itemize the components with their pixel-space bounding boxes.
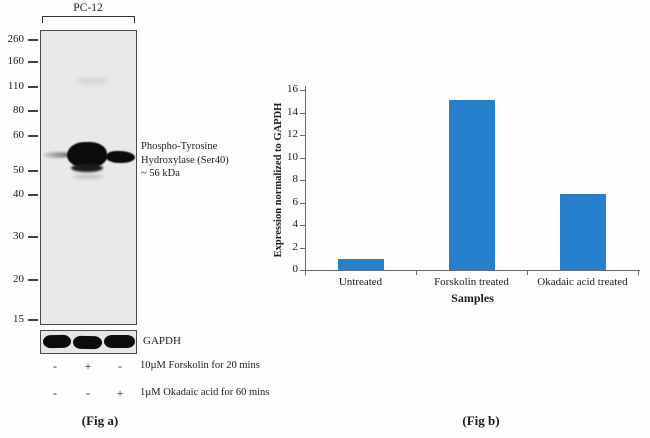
mw-marker-label-15: 15 [13, 313, 24, 325]
treatment-sign-row1-lane1: - [53, 359, 57, 373]
nonspecific-smudge-band [76, 78, 109, 84]
bar-0 [337, 258, 384, 271]
x-tick-1 [416, 271, 417, 275]
y-tick-label-8: 8 [292, 173, 299, 185]
fig-a-caption: (Fig a) [81, 413, 119, 428]
mw-marker-label-40: 40 [13, 188, 24, 200]
mw-marker-tick-15 [28, 319, 38, 321]
band-lane1-faint [42, 152, 71, 158]
y-tick-6 [300, 202, 305, 204]
mw-marker-tick-60 [28, 135, 38, 137]
gapdh-label: GAPDH [143, 335, 181, 347]
treatment-sign-row1-lane3: - [118, 359, 122, 373]
target-protein-label-line1: Phospho-Tyrosine [141, 141, 218, 152]
mw-marker-label-260: 260 [7, 33, 25, 45]
y-tick-8 [300, 180, 305, 181]
mw-marker-tick-20 [28, 279, 38, 281]
y-tick-label-10: 10 [287, 150, 298, 163]
treatment-sign-row2-lane3: + [116, 386, 124, 400]
x-axis-title: Samples [451, 291, 494, 305]
mw-marker-tick-50 [28, 170, 38, 172]
mw-marker-tick-260 [28, 39, 38, 41]
fig-b-caption: (Fig b) [462, 413, 500, 428]
y-tick-16 [300, 90, 305, 91]
lane-group-bracket [42, 16, 135, 23]
x-tick-0 [305, 271, 306, 275]
y-tick-label-12: 12 [287, 128, 298, 140]
treatment-label-row2: 1µM Okadaic acid for 60 mins [140, 387, 270, 398]
y-tick-label-16: 16 [287, 83, 298, 95]
target-protein-label-line2: Hydroxylase (Ser40) [141, 154, 229, 166]
y-tick-2 [300, 247, 305, 249]
y-tick-label-4: 4 [292, 218, 299, 230]
mw-marker-label-160: 160 [7, 55, 25, 67]
y-tick-4 [300, 225, 305, 226]
y-tick-label-2: 2 [292, 240, 299, 253]
mw-marker-label-110: 110 [7, 80, 24, 92]
treatment-label-row1: 10µM Forskolin for 20 mins [140, 360, 260, 371]
gapdh-blot-panel [40, 330, 137, 354]
mw-marker-label-30: 30 [13, 230, 24, 242]
x-tick-3 [638, 271, 639, 275]
treatment-sign-row1-lane2: + [84, 359, 92, 373]
x-axis-line [305, 270, 640, 271]
gapdh-band-lane3 [104, 335, 135, 348]
mw-marker-tick-160 [28, 61, 38, 63]
treatment-sign-row2-lane1: - [53, 386, 57, 400]
x-category-label-2: Okadaic acid treated [537, 276, 628, 288]
band-lane2-shadow [73, 174, 103, 179]
mw-marker-label-80: 80 [13, 104, 24, 116]
y-tick-10 [300, 157, 305, 159]
mw-marker-tick-110 [28, 86, 38, 88]
y-tick-0 [300, 270, 305, 271]
band-lane3-medium [105, 150, 136, 164]
mw-marker-tick-80 [28, 110, 38, 112]
bar-2 [559, 193, 606, 270]
mw-marker-tick-40 [28, 194, 38, 196]
band-lane2-lower-bulge [71, 164, 103, 172]
y-axis-line [305, 86, 306, 271]
gapdh-band-lane2 [72, 335, 103, 350]
target-protein-label-line3: ~ 56 kDa [141, 168, 180, 179]
mw-marker-label-60: 60 [13, 129, 24, 141]
mw-marker-tick-30 [28, 236, 38, 238]
y-tick-12 [300, 135, 305, 136]
bar-1 [448, 100, 495, 270]
mw-marker-label-50: 50 [13, 164, 24, 176]
y-tick-label-14: 14 [287, 105, 298, 118]
y-tick-label-0: 0 [292, 263, 299, 275]
x-category-label-1: Forskolin treated [434, 276, 509, 288]
treatment-sign-row2-lane2: - [86, 386, 90, 400]
y-tick-label-6: 6 [292, 195, 299, 208]
x-tick-2 [527, 271, 528, 275]
gapdh-band-lane1 [42, 334, 72, 349]
y-tick-14 [300, 112, 305, 114]
mw-marker-label-20: 20 [13, 273, 24, 285]
cell-line-label: PC-12 [73, 2, 103, 14]
main-blot-panel [40, 30, 137, 325]
y-axis-title: Expression normalized to GAPDH [273, 102, 284, 258]
target-protein-label: Phospho-Tyrosine Hydroxylase (Ser40) ~ 5… [141, 140, 229, 181]
x-category-label-0: Untreated [338, 276, 383, 288]
